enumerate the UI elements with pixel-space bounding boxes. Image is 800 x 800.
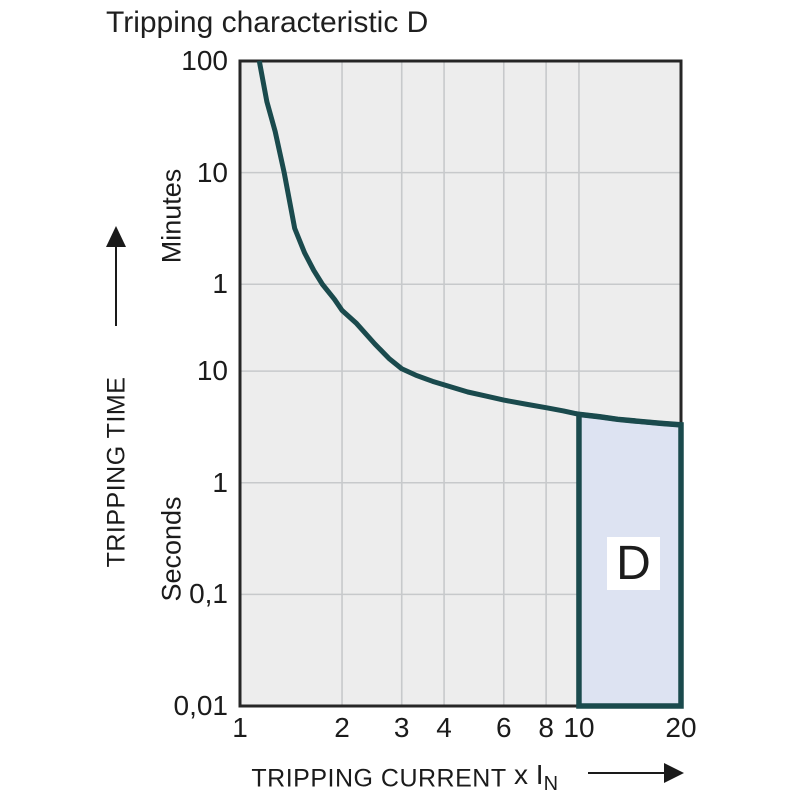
x-tick-label: 1 [232,712,248,743]
x-tick-label: 3 [393,712,410,743]
y-tick-label: 100 [181,45,228,76]
x-axis-multiplier: x IN [514,759,558,794]
up-arrow-icon [106,226,126,247]
tripping-curve [256,60,682,428]
y-tick-label: 0,01 [173,690,229,721]
y-axis-title: TRIPPING TIME [102,376,131,568]
right-arrow-icon [664,763,684,783]
x-tick-label: 20 [665,712,697,743]
y-axis-unit-seconds: Seconds [156,496,187,602]
y-axis-unit-minutes: Minutes [156,168,187,264]
x-axis-arrow-line [588,772,666,774]
y-tick-label: 1 [212,466,228,498]
x-tick-label: 2 [334,712,350,743]
y-tick-label: 1 [212,268,228,300]
chart-title: Tripping characteristic D [106,6,429,39]
y-tick-label: 0,1 [189,578,228,610]
plot-frame [238,59,683,708]
multiplier-subscript: N [543,773,559,795]
x-tick-label: 8 [538,712,554,743]
multiplier-text: x I [514,759,544,790]
x-axis-title: TRIPPING CURRENT [251,764,507,793]
y-axis-arrow-line [115,246,117,326]
x-tick-label: 4 [436,712,452,743]
x-tick-label: 6 [495,712,512,743]
x-tick-label: 10 [563,712,595,743]
y-tick-label: 10 [196,355,228,387]
y-tick-label: 10 [196,156,228,188]
region-label: D [607,537,660,590]
